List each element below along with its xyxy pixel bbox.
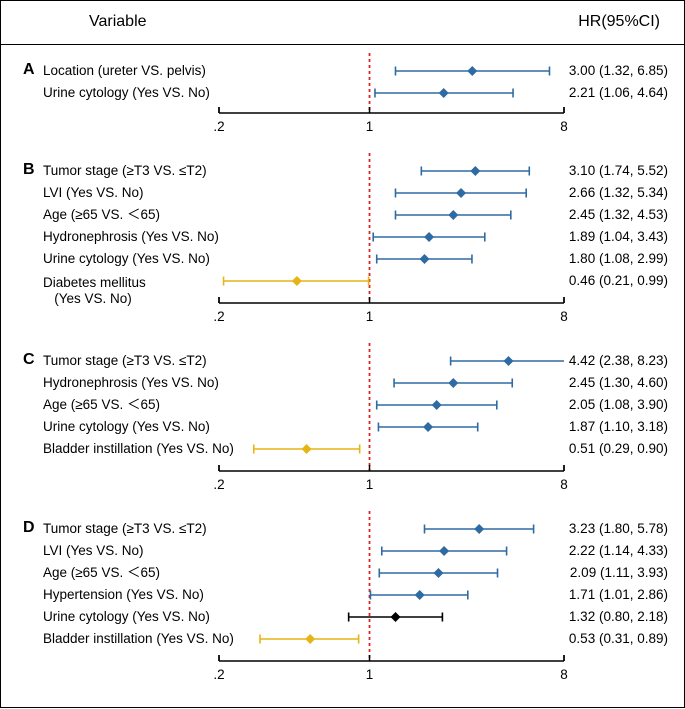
svg-text:.2: .2 <box>213 667 224 682</box>
svg-text:8: 8 <box>560 667 568 682</box>
svg-text:1: 1 <box>366 667 374 682</box>
panel-d-plot: .2 1 8 <box>1 1 685 709</box>
forest-plot-figure: Variable HR(95%CI) ALocation (ureter VS.… <box>0 0 685 708</box>
